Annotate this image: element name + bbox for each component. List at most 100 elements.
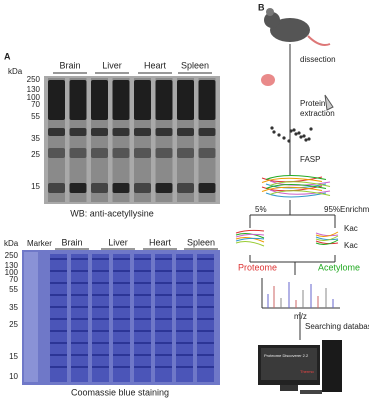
- band: [113, 282, 130, 284]
- band: [134, 318, 151, 320]
- band: [50, 282, 67, 284]
- marker: 100: [5, 268, 19, 277]
- band: [176, 342, 193, 344]
- marker: 100: [27, 93, 41, 102]
- tissue-icon: [261, 74, 275, 86]
- band: [176, 282, 193, 284]
- band: [177, 128, 194, 136]
- band: [113, 318, 130, 320]
- band: [134, 183, 151, 193]
- band: [91, 183, 108, 193]
- caption: WB: anti-acetyllysine: [70, 208, 154, 218]
- band: [71, 306, 88, 308]
- band: [155, 294, 172, 296]
- band: [113, 294, 130, 296]
- band: [197, 270, 214, 272]
- band: [113, 270, 130, 272]
- band: [113, 366, 130, 368]
- lane-label: Liver: [102, 60, 122, 70]
- peptide: [315, 231, 339, 237]
- marker: 15: [31, 182, 40, 191]
- peptide: [269, 180, 331, 186]
- peptide-dots: [270, 126, 313, 143]
- band: [112, 128, 130, 136]
- band: [48, 148, 65, 158]
- band: [50, 270, 67, 272]
- homogenizer-icon: [324, 94, 334, 111]
- step: FASP: [300, 155, 320, 164]
- marker: 25: [31, 150, 40, 159]
- marker-label: Marker: [27, 239, 52, 248]
- band: [176, 258, 193, 260]
- dot: [270, 126, 274, 130]
- step: dissection: [300, 55, 336, 64]
- band: [48, 128, 65, 136]
- marker: 250: [5, 251, 19, 260]
- band: [176, 270, 193, 272]
- band: [155, 270, 172, 272]
- marker: 35: [31, 134, 40, 143]
- band: [112, 80, 130, 120]
- band: [92, 342, 109, 344]
- band: [71, 330, 88, 332]
- band: [197, 294, 214, 296]
- band: [176, 330, 193, 332]
- band: [134, 80, 151, 120]
- band: [198, 128, 216, 136]
- screen-text: Proteome Discoverer 2.2: [264, 353, 309, 358]
- band: [71, 282, 88, 284]
- split: 95%: [324, 205, 340, 214]
- band: [198, 80, 216, 120]
- caption: Coomassie blue staining: [71, 387, 169, 397]
- peptide: [265, 192, 327, 198]
- peptide: [235, 237, 265, 243]
- peptide: [265, 183, 327, 189]
- band: [155, 366, 172, 368]
- band: [177, 148, 194, 158]
- band: [197, 282, 214, 284]
- band: [134, 366, 151, 368]
- computer-icon: [258, 340, 342, 394]
- marker: 130: [27, 85, 41, 94]
- dot: [304, 138, 308, 142]
- band: [50, 342, 67, 344]
- dot: [309, 127, 313, 131]
- band: [177, 183, 194, 193]
- peptide: [269, 181, 331, 187]
- dot: [287, 139, 291, 143]
- band: [69, 183, 87, 193]
- band: [50, 258, 67, 260]
- marker: 55: [31, 112, 40, 121]
- band: [91, 128, 108, 136]
- band: [197, 258, 214, 260]
- band: [112, 183, 130, 193]
- dot: [307, 137, 311, 141]
- peptide: [315, 232, 339, 237]
- marker: 250: [27, 75, 41, 84]
- peptide: [315, 236, 339, 241]
- band: [176, 318, 193, 320]
- peptide: [235, 233, 265, 238]
- band: [134, 342, 151, 344]
- band: [198, 183, 216, 193]
- lane-label: Brain: [61, 237, 82, 247]
- band: [50, 306, 67, 308]
- band: [155, 330, 172, 332]
- lane-label: Spleen: [181, 60, 209, 70]
- marker: 55: [9, 285, 18, 294]
- band: [155, 354, 172, 356]
- peptide: [265, 184, 327, 189]
- band: [71, 258, 88, 260]
- unit-label: kDa: [4, 239, 19, 248]
- step: extraction: [300, 109, 335, 118]
- dot: [277, 133, 281, 137]
- marker: 35: [9, 303, 18, 312]
- band: [50, 330, 67, 332]
- band: [155, 282, 172, 284]
- band: [113, 342, 130, 344]
- band: [69, 148, 87, 158]
- band: [113, 354, 130, 356]
- lane-label: Liver: [108, 237, 128, 247]
- peptide: [261, 186, 323, 192]
